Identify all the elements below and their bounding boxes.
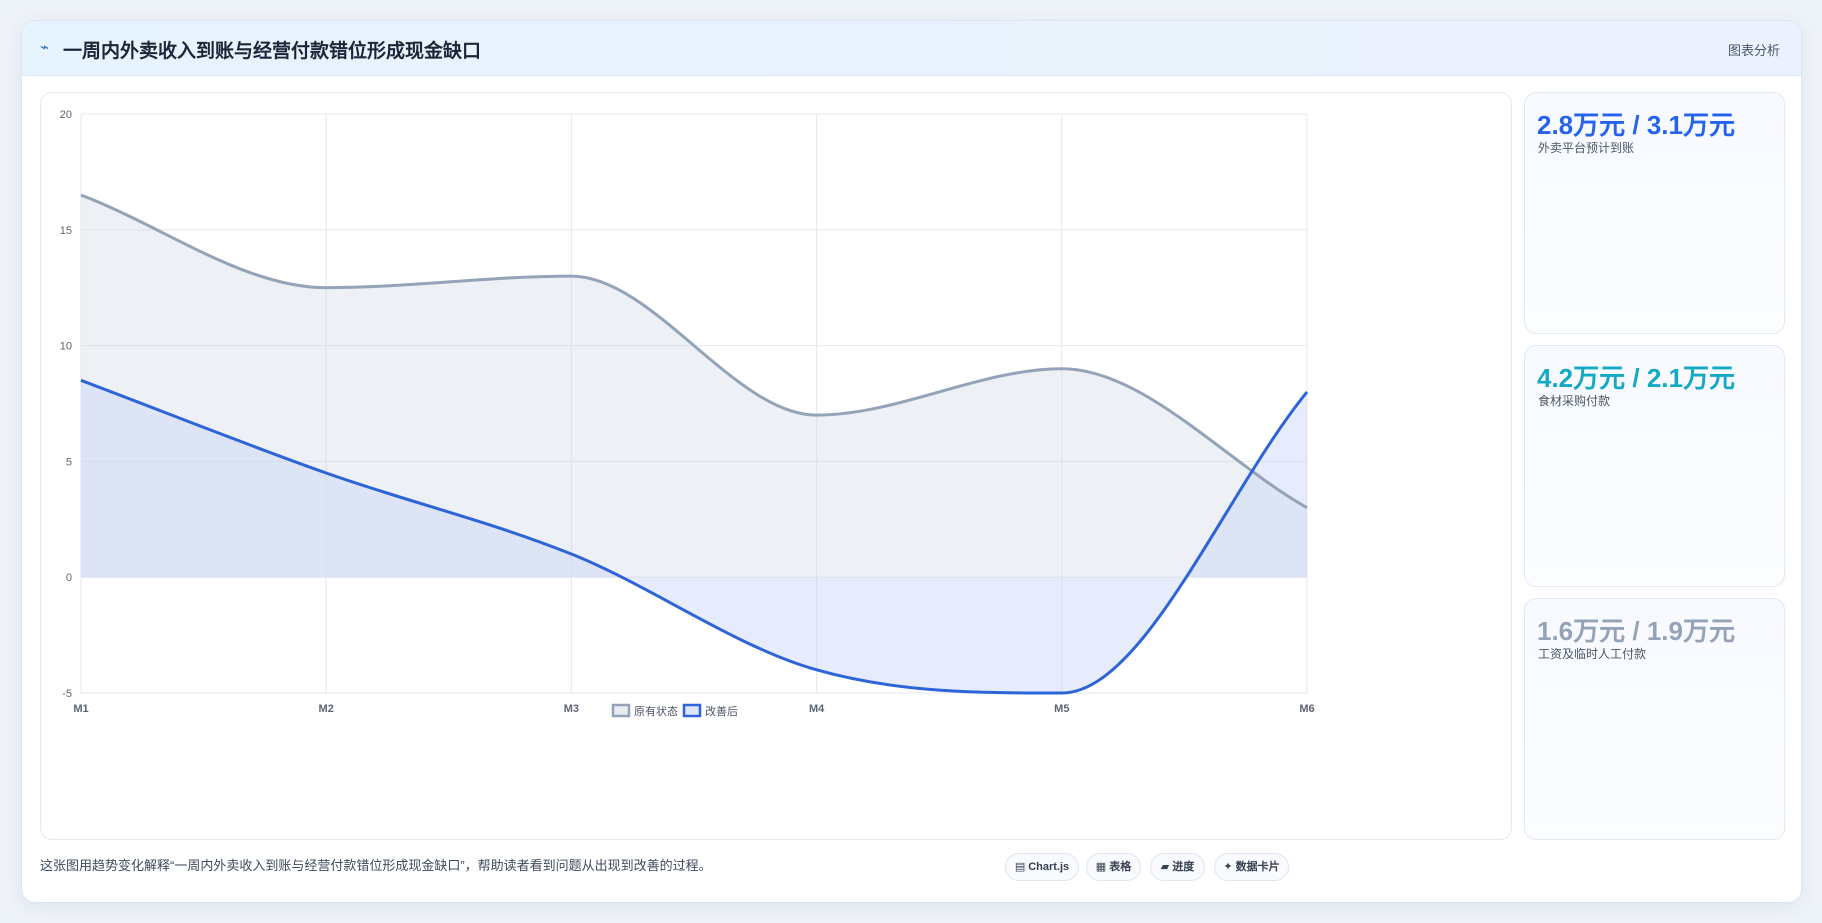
series-line-0 xyxy=(80,193,1308,510)
stat-card-platform-income: 2.8万元 / 3.1万元 外卖平台预计到账 xyxy=(1524,92,1785,334)
y-tick-label: 5 xyxy=(66,456,72,468)
chip-chartjs[interactable]: ▤ Chart.js xyxy=(1005,853,1079,881)
series-area-0 xyxy=(81,195,1307,578)
series-area-1 xyxy=(81,380,1307,693)
chip-label: Chart.js xyxy=(1028,861,1070,873)
y-tick-label: -5 xyxy=(62,688,72,700)
stat-card-ingredient-payment: 4.2万元 / 2.1万元 食材采购付款 xyxy=(1524,345,1785,587)
x-tick-label: M2 xyxy=(319,703,334,715)
chip-data-card[interactable]: ✦ 数据卡片 xyxy=(1214,853,1289,881)
x-tick-label: M3 xyxy=(564,703,579,715)
line-chart: 20 15 10 5 0 -5M1 M2 M3 M4 M5 M6 原有状态 改善后 xyxy=(60,109,1315,718)
stat-card-label: 食材采购付款 xyxy=(1538,394,1611,408)
panel-header: ⌁ 一周内外卖收入到账与经营付款错位形成现金缺口 图表分析 xyxy=(22,21,1801,76)
legend-label: 原有状态 xyxy=(634,704,678,718)
x-tick-label: M4 xyxy=(809,703,825,715)
chip-label: 数据卡片 xyxy=(1235,861,1280,873)
stat-card-labor-payment: 1.6万元 / 1.9万元 工资及临时人工付款 xyxy=(1524,598,1785,840)
page-title: 一周内外卖收入到账与经营付款错位形成现金缺口 xyxy=(63,41,482,62)
stat-card-value: 1.6万元 / 1.9万元 xyxy=(1537,616,1735,646)
chip-label: 表格 xyxy=(1109,861,1132,873)
x-tick-label: M1 xyxy=(73,703,88,715)
card-icon: ✦ xyxy=(1223,861,1233,873)
stat-card-value: 4.2万元 / 2.1万元 xyxy=(1537,363,1735,393)
stat-card-label: 外卖平台预计到账 xyxy=(1538,141,1635,155)
progress-icon: ▰ xyxy=(1160,861,1170,873)
chart-panel: ⌁ 一周内外卖收入到账与经营付款错位形成现金缺口 图表分析 20 15 10 5 0 -5… xyxy=(21,20,1802,903)
x-tick-label: M5 xyxy=(1054,703,1069,715)
stat-card-value: 2.8万元 / 3.1万元 xyxy=(1537,110,1735,140)
chart-description: 这张图用趋势变化解释“一周内外卖收入到账与经营付款错位形成现金缺口”，帮助读者看… xyxy=(40,858,712,873)
chip-label: 进度 xyxy=(1172,861,1195,873)
legend-label: 改善后 xyxy=(705,704,738,718)
table-icon: ▦ xyxy=(1095,861,1107,873)
trend-icon: ⌁ xyxy=(40,39,50,56)
x-tick-label: M6 xyxy=(1299,703,1314,715)
y-tick-label: 20 xyxy=(60,109,72,121)
chart-icon: ▤ xyxy=(1014,861,1026,873)
y-tick-label: 15 xyxy=(60,225,72,237)
legend-swatch xyxy=(611,703,631,718)
chart-area: 20 15 10 5 0 -5 M1 M2 M3 M4 M5 M6 原有状态 改善后 xyxy=(40,92,1512,840)
chip-table[interactable]: ▦ 表格 xyxy=(1086,853,1141,881)
series-line-1 xyxy=(80,378,1309,695)
chip-progress[interactable]: ▰ 进度 xyxy=(1150,853,1205,881)
stat-card-label: 工资及临时人工付款 xyxy=(1538,647,1647,661)
y-tick-label: 0 xyxy=(66,572,72,584)
legend-swatch xyxy=(682,703,702,718)
chart-analysis-link[interactable]: 图表分析 xyxy=(1727,43,1780,58)
y-tick-label: 10 xyxy=(60,341,72,353)
